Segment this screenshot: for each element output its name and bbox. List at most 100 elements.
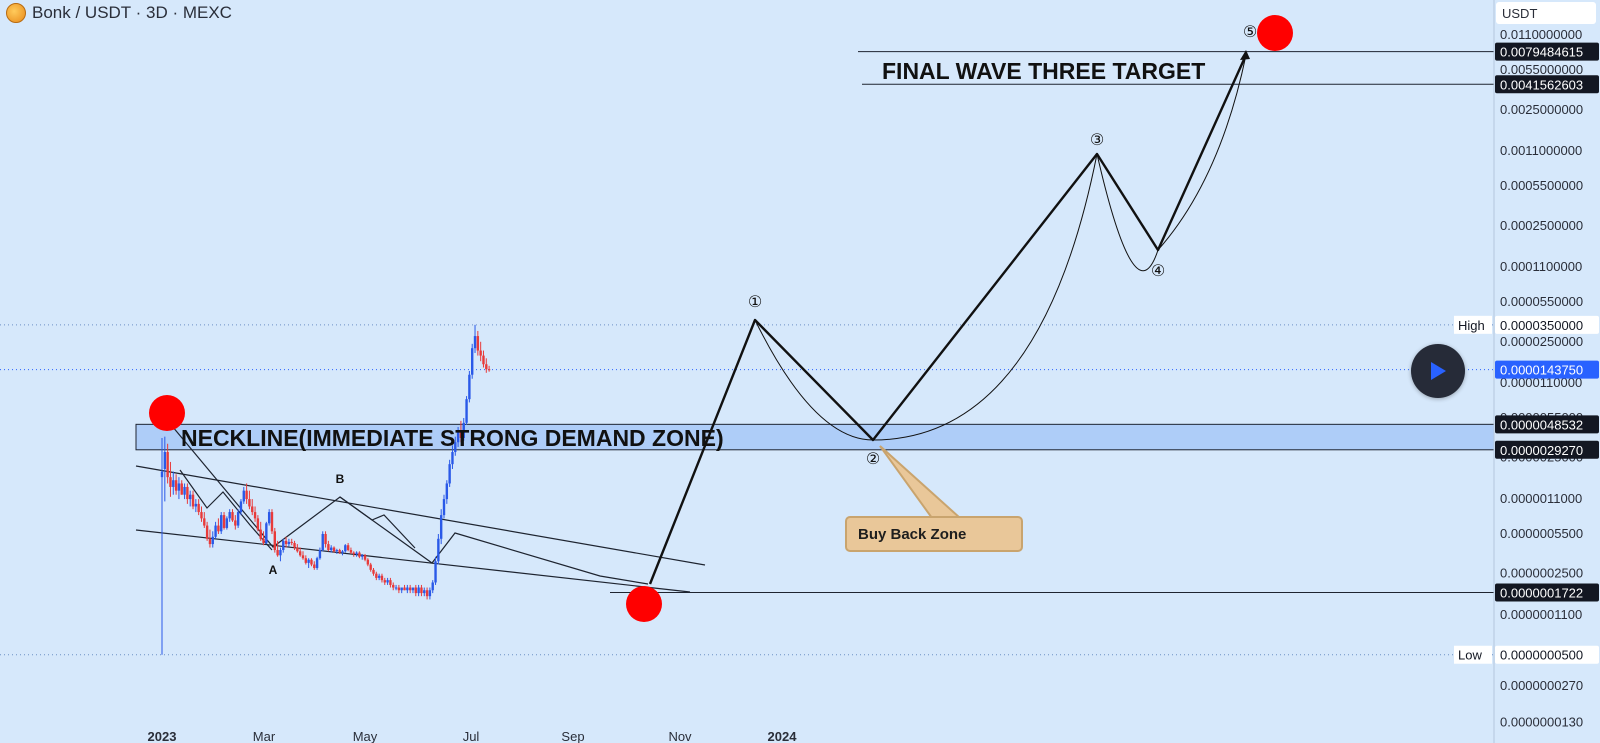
candle-body: [414, 587, 417, 594]
candle-body: [485, 364, 488, 370]
price-label-text: 0.0000143750: [1500, 363, 1583, 378]
candle-body: [242, 490, 245, 502]
candle-body: [293, 542, 296, 548]
candle-body: [205, 525, 209, 539]
candle-body: [420, 587, 423, 594]
price-label-box: [1495, 315, 1599, 334]
candles: [160, 324, 491, 655]
red-circle-marker: [626, 586, 662, 622]
price-tag-box: [1454, 315, 1492, 334]
candle-body: [372, 569, 375, 574]
candle-body: [172, 480, 175, 487]
buy-back-zone-callout: Buy Back Zone: [845, 516, 1023, 552]
candle-body: [262, 538, 265, 543]
candle-body: [211, 536, 214, 545]
candle-body: [273, 531, 276, 551]
price-tag-box: [1454, 645, 1492, 664]
annotation-labels: ① ② ③ ④ ⑤ A B NECKLINE(IMMEDIATE STRONG DEMAND …: [181, 22, 1257, 577]
candle-body: [363, 555, 367, 560]
candle-body: [186, 486, 189, 500]
candle-body: [397, 587, 401, 591]
red-circle-marker: [149, 395, 185, 431]
minor-zigzag-a: [179, 469, 273, 551]
candle-body: [189, 494, 192, 500]
y-tick-label: 0.0000000130: [1500, 715, 1583, 730]
price-label-text: 0.0079484615: [1500, 45, 1583, 60]
red-circle-marker: [1257, 15, 1293, 51]
candle-body: [462, 422, 465, 438]
candle-body: [327, 544, 330, 551]
candle-body: [335, 550, 339, 552]
wave-label: ②: [866, 449, 880, 468]
candle-body: [267, 512, 271, 524]
play-icon: [1431, 362, 1446, 380]
candle-body: [434, 561, 437, 583]
candle-body: [321, 533, 324, 551]
candle-body: [160, 471, 164, 478]
bonk-coin-logo-icon: [6, 3, 26, 23]
candle-body: [473, 336, 477, 349]
candle-body: [468, 374, 471, 400]
candle-body: [338, 550, 341, 553]
candle-body: [454, 442, 457, 453]
y-tick-label: 0.0025000000: [1500, 102, 1583, 117]
replay-play-button[interactable]: [1411, 344, 1465, 398]
x-tick-label: Mar: [253, 729, 276, 743]
candle-body: [239, 501, 243, 513]
candle-body: [408, 587, 412, 591]
price-label-text: 0.0000029270: [1500, 443, 1583, 458]
candle-body: [256, 518, 260, 530]
candle-body: [259, 529, 262, 539]
time-axis[interactable]: 2023 Mar May Jul Sep Nov 2024: [148, 729, 798, 743]
y-tick-label: 0.0055000000: [1500, 62, 1583, 77]
candle-body: [214, 525, 217, 537]
price-label-text: 0.0041562603: [1500, 77, 1583, 92]
candle-body: [358, 552, 361, 557]
candle-body: [225, 518, 229, 528]
y-tick-label: 0.0000250000: [1500, 334, 1583, 349]
candle-body: [287, 541, 291, 545]
price-axis[interactable]: 0.0110000000 0.0055000000 0.0025000000 0.00…: [1454, 0, 1600, 743]
candle-body: [425, 590, 429, 597]
minor-zigzag-b: [339, 496, 416, 549]
y-tick-label: 0.0002500000: [1500, 218, 1583, 233]
final-target-label: FINAL WAVE THREE TARGET: [882, 58, 1205, 84]
candle-body: [482, 355, 485, 365]
symbol-title: Bonk / USDT · 3D · MEXC: [32, 3, 232, 22]
price-label-box: [1495, 42, 1599, 61]
candle-body: [346, 545, 350, 551]
candle-body: [169, 477, 172, 487]
candle-body: [208, 538, 212, 545]
candle-body: [222, 515, 226, 528]
candle-body: [417, 587, 420, 594]
candle-body: [200, 512, 203, 519]
candle-body: [315, 558, 319, 568]
y-tick-label: 0.0000011000: [1500, 491, 1582, 506]
candle-body: [251, 506, 254, 513]
candle-body: [344, 545, 347, 552]
candle-body: [301, 555, 305, 559]
candle-body: [180, 483, 183, 495]
candle-body: [366, 559, 370, 565]
candle-body: [330, 547, 333, 551]
demand-zone-box: [135, 423, 1495, 451]
candle-body: [191, 494, 195, 507]
y-tick-label: 0.0000005500: [1500, 526, 1583, 541]
candle-body: [174, 480, 178, 491]
candle-body: [375, 573, 378, 578]
candle-body: [177, 483, 181, 491]
currency-selector[interactable]: USDT: [1496, 2, 1596, 24]
symbol-header[interactable]: Bonk / USDT · 3D · MEXC: [6, 2, 232, 24]
candle-body: [228, 512, 231, 519]
y-tick-label: 0.0110000000: [1500, 27, 1582, 42]
candle-body: [163, 452, 167, 469]
candle-body: [369, 564, 372, 570]
candle-body: [304, 558, 308, 563]
candle-body: [456, 431, 460, 443]
candle-body: [310, 559, 313, 565]
candle-body: [403, 587, 406, 591]
candle-body: [313, 564, 316, 568]
candle-body: [487, 369, 491, 371]
candle-body: [245, 490, 248, 500]
